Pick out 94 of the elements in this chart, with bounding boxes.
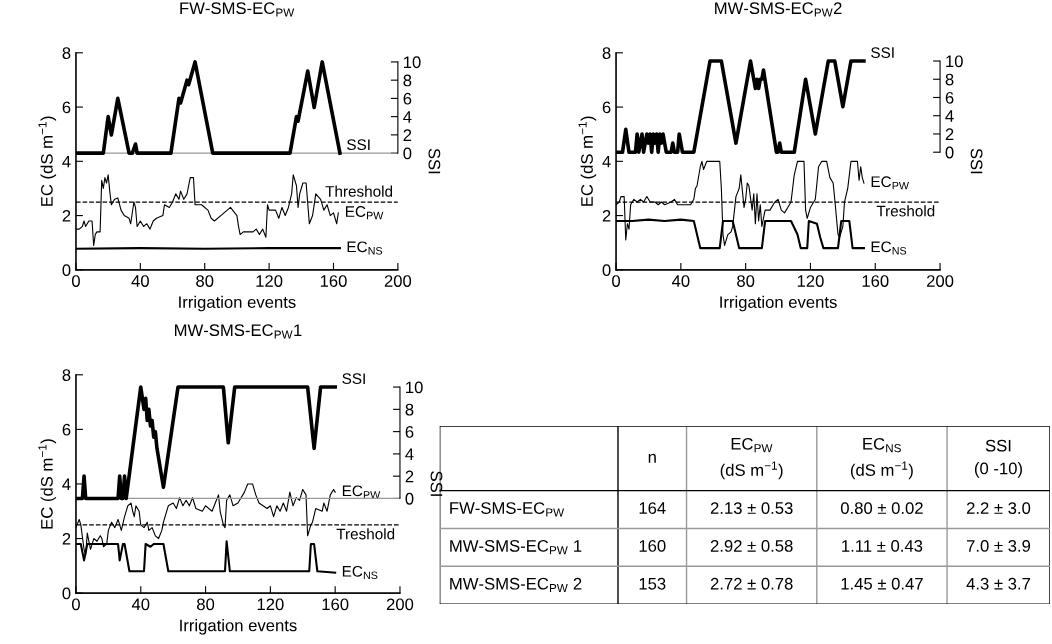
- y-tick-label: 6: [62, 101, 71, 114]
- y2-tick-label: 0: [403, 147, 412, 160]
- text: 2.92 ± 0.58: [710, 540, 793, 552]
- x-tick-label: 40: [131, 598, 150, 611]
- x-tick-label: 0: [71, 598, 80, 611]
- y2-tick-label: 0: [945, 146, 954, 159]
- series-label: SSI: [342, 373, 365, 385]
- category-label: MW-SMS-EC$_{PW}$ 1: [450, 539, 582, 555]
- text: 1.45 ± 0.47: [841, 577, 923, 590]
- y2-tick-label: 2: [945, 128, 954, 140]
- series-label: SSI: [871, 47, 894, 58]
- y2-axis-title: SSI: [428, 148, 441, 174]
- series-label: EC$_{PW}$: [342, 485, 381, 499]
- x-tick-label: 120: [256, 275, 283, 287]
- y2-tick-label: 10: [946, 55, 963, 68]
- y2-tick-label: 10: [406, 381, 423, 394]
- category-label: SSI (0 -10): [974, 439, 1022, 478]
- ref-line-label: Treshold: [336, 528, 395, 540]
- x-tick-label: 0: [71, 275, 80, 287]
- y2-tick-label: 8: [945, 73, 954, 86]
- x-tick-label: 160: [862, 275, 889, 287]
- x-tick-label: 80: [196, 275, 214, 287]
- y2-tick-label: 8: [403, 74, 412, 87]
- x-tick-label: 160: [322, 598, 349, 611]
- y-tick-label: 4: [62, 155, 71, 168]
- chart-title: FW-SMS-EC$_{PW}$: [180, 2, 295, 17]
- text: 2.72 ± 0.78: [710, 577, 793, 590]
- text: 4.3 ± 3.7: [966, 577, 1031, 590]
- series-label: EC$_{PW}$: [871, 176, 909, 190]
- x-tick-label: 0: [612, 275, 621, 287]
- category-label: EC$_{NS}$ (dS m$^{−1}$): [850, 437, 913, 480]
- series-label: EC$_{NS}$: [347, 241, 383, 255]
- category-label: n: [648, 453, 656, 463]
- x-tick-label: 120: [797, 275, 824, 287]
- x-tick-label: 200: [927, 275, 954, 287]
- category-label: FW-SMS-EC$_{PW}$: [450, 502, 565, 517]
- text: 153: [639, 577, 666, 590]
- x-tick-label: 200: [386, 598, 414, 611]
- y2-tick-label: 6: [403, 92, 412, 105]
- y2-tick-label: 6: [945, 91, 954, 104]
- y-tick-label: 2: [62, 209, 71, 222]
- y-tick-label: 4: [62, 478, 71, 491]
- y-tick-label: 0: [62, 587, 71, 600]
- y2-tick-label: 6: [405, 426, 414, 438]
- y-tick-label: 2: [602, 209, 611, 222]
- x-tick-label: 80: [197, 598, 215, 611]
- text: 1.11 ± 0.43: [842, 540, 923, 552]
- x-tick-label: 40: [671, 275, 690, 287]
- x-axis-title: Irrigation events: [179, 295, 296, 312]
- legend-label: SSI: [347, 139, 370, 151]
- y-axis-title: EC (dS m$^{−1}$): [38, 116, 57, 206]
- ref-line-label: Treshold: [876, 205, 935, 217]
- chart-title: MW-SMS-EC$_{PW}$2: [715, 2, 842, 17]
- series-label: EC$_{PW}$: [346, 206, 384, 220]
- x-tick-label: 120: [257, 598, 284, 611]
- y-tick-label: 0: [602, 264, 611, 277]
- text: 2.2 ± 3.0: [966, 502, 1031, 514]
- series-label: EC$_{NS}$: [342, 565, 378, 580]
- text: 160: [639, 540, 666, 552]
- y2-tick-label: 4: [405, 448, 414, 460]
- text: 164: [639, 502, 666, 514]
- x-axis-title: Irrigation events: [720, 295, 837, 312]
- y2-tick-label: 4: [945, 110, 954, 122]
- series-label: EC$_{NS}$: [871, 241, 907, 255]
- x-tick-label: 160: [320, 275, 347, 287]
- y2-axis-title: SSI: [430, 471, 443, 496]
- y-axis-title: EC (dS m$^{−1}$): [578, 116, 597, 206]
- text: 2.13 ± 0.53: [710, 502, 793, 514]
- y2-tick-label: 4: [403, 111, 412, 123]
- y-tick-label: 0: [62, 264, 71, 277]
- x-tick-label: 40: [131, 275, 149, 287]
- y-tick-label: 8: [62, 369, 71, 382]
- y2-tick-label: 2: [403, 129, 412, 141]
- y2-axis-title: SSI: [970, 148, 983, 174]
- y-tick-label: 8: [602, 47, 611, 60]
- chart-title: MW-SMS-EC$_{PW}$1: [175, 324, 302, 339]
- y-tick-label: 8: [62, 47, 71, 60]
- y-tick-label: 4: [602, 155, 611, 168]
- y2-tick-label: 8: [405, 403, 414, 416]
- y2-tick-label: 10: [404, 56, 421, 69]
- x-tick-label: 80: [737, 275, 755, 287]
- x-axis-title: Irrigation events: [180, 619, 297, 635]
- y2-tick-label: 2: [405, 470, 414, 483]
- text: 7.0 ± 3.9: [966, 540, 1031, 552]
- ref-line-label: Threshold: [325, 185, 393, 197]
- y-tick-label: 6: [62, 423, 71, 436]
- y2-tick-label: 0: [405, 492, 414, 505]
- y-tick-label: 2: [62, 532, 71, 545]
- category-label: MW-SMS-EC$_{PW}$ 2: [450, 577, 582, 593]
- category-label: EC$_{PW}$ (dS m$^{−1}$): [720, 437, 783, 480]
- text: 0.80 ± 0.02: [840, 502, 923, 514]
- y-axis-title: EC (dS m$^{−1}$): [38, 439, 57, 529]
- x-tick-label: 200: [384, 275, 412, 287]
- y-tick-label: 6: [602, 101, 611, 114]
